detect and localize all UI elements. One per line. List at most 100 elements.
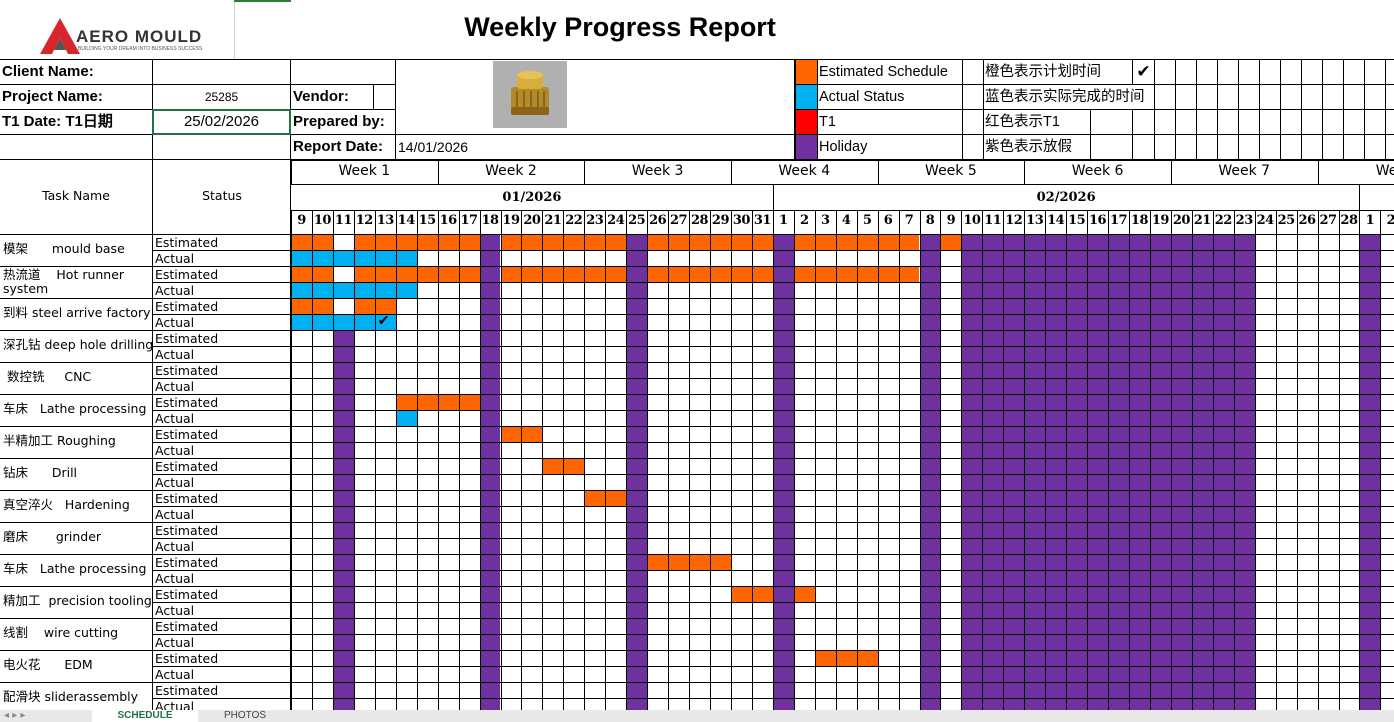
holiday-cell <box>919 522 941 538</box>
t1-date-field[interactable]: 25/02/2026 <box>152 109 291 135</box>
actual-bar-cell <box>311 250 333 266</box>
holiday-cell <box>1045 298 1067 314</box>
holiday-cell <box>479 410 501 426</box>
holiday-cell <box>1191 234 1213 250</box>
col-line <box>1066 210 1068 710</box>
task-name: 磨床 grinder <box>3 529 102 544</box>
holiday-cell <box>961 362 983 378</box>
holiday-cell <box>919 602 941 618</box>
holiday-cell <box>1233 282 1255 298</box>
holiday-cell <box>1045 634 1067 650</box>
day-label: 16 <box>1089 213 1107 228</box>
actual-bar-cell <box>332 250 354 266</box>
estimated-bar-cell <box>751 234 773 250</box>
holiday-cell <box>961 378 983 394</box>
vendor-label: Vendor: <box>293 88 349 105</box>
holiday-cell <box>1108 346 1129 362</box>
holiday-cell <box>772 330 794 346</box>
holiday-cell <box>1066 506 1088 522</box>
holiday-cell <box>1108 682 1129 698</box>
holiday-cell <box>1003 282 1025 298</box>
scroll-arrows-icon[interactable]: ◂ ▸ ▸ <box>4 710 26 721</box>
day-label: 24 <box>607 213 625 228</box>
holiday-cell <box>1087 490 1109 506</box>
holiday-cell <box>1149 250 1171 266</box>
holiday-cell <box>1129 362 1150 378</box>
holiday-cell <box>1170 618 1192 634</box>
holiday-cell <box>626 362 648 378</box>
estimated-bar-cell <box>793 266 815 282</box>
holiday-cell <box>961 538 983 554</box>
holiday-cell <box>1108 506 1129 522</box>
day-label: 8 <box>925 213 935 228</box>
holiday-cell <box>919 282 941 298</box>
holiday-cell <box>626 666 648 682</box>
holiday-cell <box>1359 634 1381 650</box>
col-line <box>1149 210 1151 710</box>
holiday-cell <box>1212 282 1234 298</box>
holiday-cell <box>961 586 983 602</box>
holiday-cell <box>772 426 794 442</box>
estimated-bar-cell <box>458 394 480 410</box>
week-label: Week 6 <box>1071 163 1124 179</box>
estimated-bar-cell <box>311 298 333 314</box>
holiday-cell <box>1108 378 1129 394</box>
day-label: 11 <box>984 213 1002 228</box>
col-line <box>856 210 858 710</box>
holiday-cell <box>1087 346 1109 362</box>
client-name-field[interactable] <box>153 60 289 84</box>
holiday-cell <box>1024 618 1046 634</box>
row-line <box>0 554 1394 555</box>
holiday-cell <box>626 618 648 634</box>
status-actual: Actual <box>155 283 195 298</box>
holiday-cell <box>982 410 1004 426</box>
estimated-bar-cell <box>353 234 375 250</box>
legend-label: T1 <box>819 110 838 134</box>
holiday-cell <box>1359 570 1381 586</box>
holiday-cell <box>1108 298 1129 314</box>
holiday-cell <box>626 250 648 266</box>
holiday-cell <box>1087 298 1109 314</box>
col-line <box>835 210 837 710</box>
gantt-chart: Task Name Status Week 1 Week 2 Week 3 Week 4 W… <box>0 160 1394 715</box>
legend-col-line <box>1046 59 1047 160</box>
col-line <box>1087 210 1089 710</box>
week-divider <box>291 160 292 184</box>
holiday-cell <box>332 490 354 506</box>
holiday-cell <box>1024 570 1046 586</box>
holiday-cell <box>1087 458 1109 474</box>
holiday-cell <box>1087 554 1109 570</box>
holiday-cell <box>1170 234 1192 250</box>
day-label: 1 <box>779 213 788 228</box>
project-name-field[interactable]: 25285 <box>204 90 239 104</box>
holiday-cell <box>1045 346 1067 362</box>
report-date-value[interactable]: 14/01/2026 <box>398 139 469 155</box>
holiday-cell <box>982 330 1004 346</box>
holiday-cell <box>1003 362 1025 378</box>
holiday-cell <box>982 314 1004 330</box>
estimated-bar-cell <box>647 554 669 570</box>
holiday-cell <box>1024 650 1046 666</box>
day-label: 4 <box>841 213 851 228</box>
holiday-cell <box>1066 666 1088 682</box>
legend-cn-label: 红色表示T1 <box>985 110 1064 134</box>
holiday-cell <box>1045 602 1067 618</box>
holiday-cell <box>1212 362 1234 378</box>
holiday-cell <box>1129 346 1150 362</box>
holiday-cell <box>1233 666 1255 682</box>
tab-schedule[interactable]: SCHEDULE <box>92 710 198 722</box>
holiday-cell <box>961 442 983 458</box>
status-estimated: Estimated <box>155 587 219 602</box>
legend-col-line <box>1343 59 1344 160</box>
holiday-cell <box>1087 330 1109 346</box>
tab-photos[interactable]: PHOTOS <box>223 710 267 721</box>
holiday-cell <box>919 538 941 554</box>
holiday-cell <box>919 666 941 682</box>
holiday-cell <box>919 554 941 570</box>
holiday-cell <box>1149 586 1171 602</box>
holiday-cell <box>772 474 794 490</box>
holiday-cell <box>1045 570 1067 586</box>
legend-col-line <box>1025 59 1026 160</box>
holiday-cell <box>1212 298 1234 314</box>
holiday-cell <box>479 682 501 698</box>
